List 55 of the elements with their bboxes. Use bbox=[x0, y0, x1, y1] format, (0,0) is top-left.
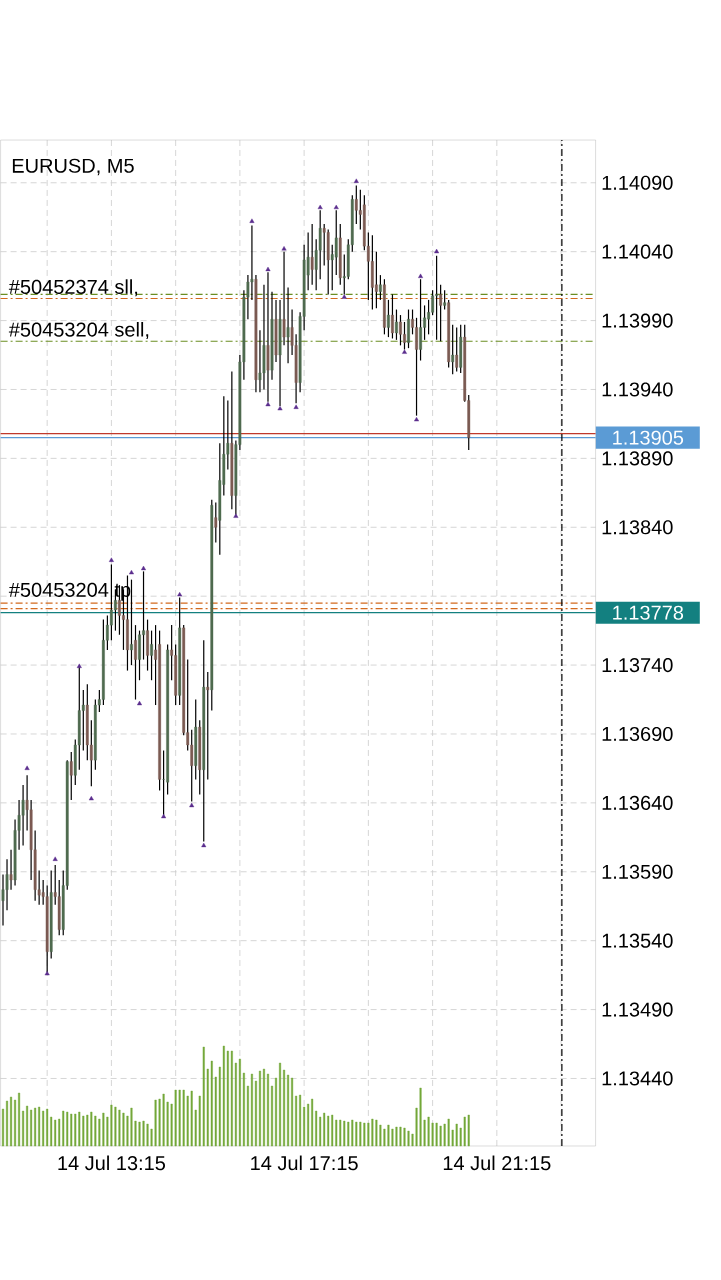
candlestick bbox=[355, 184, 358, 225]
x-tick-label: 14 Jul 21:15 bbox=[444, 1155, 551, 1171]
x-tick-label: 14 Jul 17:15 bbox=[251, 1155, 358, 1171]
candlestick bbox=[130, 579, 134, 666]
candlestick bbox=[399, 314, 403, 346]
candlestick bbox=[431, 289, 435, 316]
candlestick bbox=[407, 308, 411, 349]
y-tick-label: 1.13490 bbox=[602, 1002, 673, 1017]
y-tick-label: 1.13590 bbox=[602, 864, 673, 879]
ref-line-label: 1.13778 bbox=[613, 605, 684, 620]
candlestick bbox=[439, 284, 443, 342]
y-tick-label: 1.13890 bbox=[602, 451, 673, 466]
candlestick bbox=[371, 234, 374, 311]
candlestick bbox=[94, 698, 97, 771]
candlestick bbox=[443, 289, 447, 311]
y-tick-label: 1.13440 bbox=[602, 1071, 673, 1086]
y-tick-label: 1.13940 bbox=[602, 382, 673, 397]
candlestick bbox=[110, 563, 114, 641]
candlestick bbox=[310, 223, 314, 286]
candlestick bbox=[323, 223, 326, 267]
y-tick-label: 1.13540 bbox=[602, 933, 673, 948]
candlestick bbox=[375, 251, 378, 309]
y-tick-label: 1.13640 bbox=[602, 795, 673, 810]
candlestick bbox=[415, 317, 419, 417]
candlestick bbox=[286, 286, 290, 364]
candlestick bbox=[134, 624, 138, 701]
candlestick bbox=[9, 849, 13, 891]
candlestick bbox=[451, 324, 455, 375]
candlestick bbox=[379, 274, 383, 301]
candlestick bbox=[70, 751, 73, 801]
candlestick bbox=[391, 293, 395, 340]
candlestick bbox=[190, 729, 194, 803]
ref-line-label: 1.13905 bbox=[613, 430, 684, 445]
candlestick bbox=[395, 308, 399, 341]
y-tick-label: 1.13840 bbox=[602, 520, 673, 535]
candlestick bbox=[86, 683, 89, 761]
candlestick bbox=[206, 671, 210, 781]
y-tick-label: 1.14090 bbox=[602, 175, 673, 190]
candlestick bbox=[455, 326, 459, 373]
y-tick-label: 1.14040 bbox=[602, 244, 673, 259]
y-tick-label: 1.13740 bbox=[602, 658, 673, 673]
candlestick bbox=[387, 299, 391, 338]
text: EURUSD, M5 bbox=[13, 158, 134, 176]
candlestick bbox=[339, 223, 342, 286]
x-tick-label: 14 Jul 13:15 bbox=[58, 1155, 166, 1171]
y-tick-label: 1.13990 bbox=[602, 313, 673, 328]
y-tick-label: 1.13690 bbox=[602, 726, 673, 742]
candlestick bbox=[427, 299, 431, 335]
candlestick bbox=[150, 630, 154, 681]
candlestick bbox=[403, 321, 407, 351]
ref-line-label: #50453204 sell, bbox=[9, 321, 149, 340]
candlestick bbox=[142, 570, 146, 661]
candlestick bbox=[419, 278, 423, 362]
candlestick bbox=[435, 255, 439, 341]
ref-line-label: #50452374 sll, bbox=[9, 279, 138, 297]
